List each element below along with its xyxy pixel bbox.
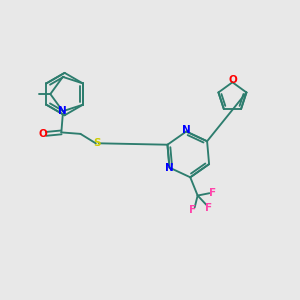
Text: O: O bbox=[228, 75, 237, 85]
Text: N: N bbox=[58, 106, 67, 116]
Text: S: S bbox=[93, 138, 100, 148]
Text: F: F bbox=[209, 188, 217, 198]
Text: F: F bbox=[205, 203, 212, 213]
Text: O: O bbox=[38, 129, 47, 139]
Text: N: N bbox=[164, 164, 173, 173]
Text: N: N bbox=[182, 125, 191, 135]
Text: F: F bbox=[189, 205, 196, 215]
